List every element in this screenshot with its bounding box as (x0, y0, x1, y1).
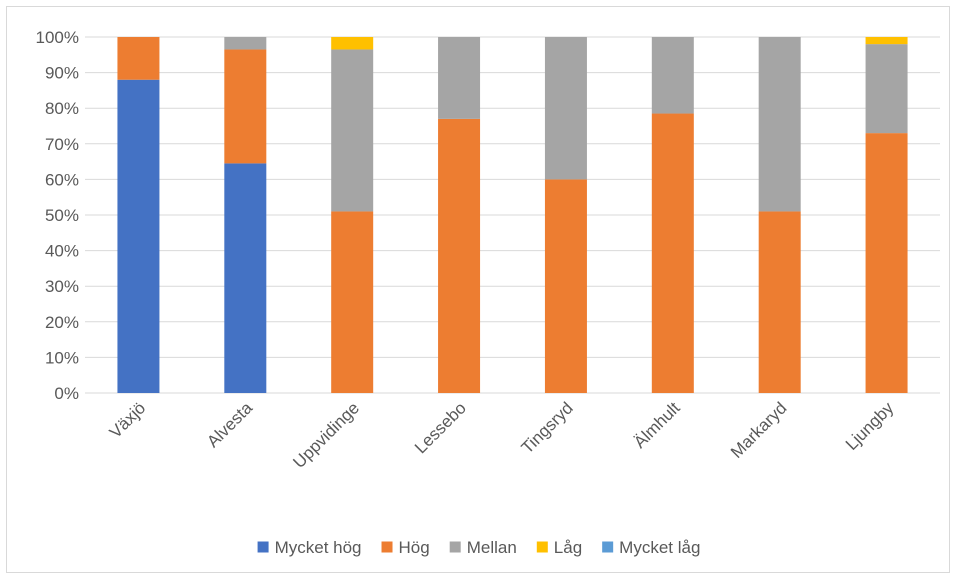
y-tick-label: 100% (36, 28, 79, 47)
x-tick-label: Lessebo (411, 398, 470, 457)
legend-label: Mycket hög (275, 538, 362, 557)
bars (117, 37, 908, 393)
bar-segment (544, 179, 587, 393)
y-tick-label: 50% (45, 206, 79, 225)
legend-swatch (449, 541, 461, 553)
legend-swatch (602, 541, 614, 553)
legend-label: Hög (399, 538, 430, 557)
bar-segment (224, 49, 267, 164)
bar-segment (758, 37, 801, 212)
legend: Mycket hög Hög Mellan Låg Mycket låg (257, 538, 700, 557)
stacked-percent-bar-chart: 0% 10% 20% 30% 40% 50% 60% 70% 80% 90% 100% Växjö A… (36, 28, 940, 557)
bar-segment (117, 79, 160, 393)
bar-segment (438, 37, 481, 119)
y-tick-label: 30% (45, 277, 79, 296)
legend-swatch (536, 541, 548, 553)
y-tick-label: 70% (45, 135, 79, 154)
bar-segment (224, 163, 267, 393)
legend-label: Mycket låg (619, 538, 700, 557)
legend-label: Låg (554, 538, 582, 557)
x-axis-tick-labels: Växjö Alvesta Uppvidinge Lessebo Tingsryd Älm… (106, 398, 898, 472)
y-tick-label: 80% (45, 99, 79, 118)
bar-segment (758, 211, 801, 393)
bar-segment (865, 133, 908, 393)
y-tick-label: 20% (45, 313, 79, 332)
x-tick-label: Alvesta (203, 398, 256, 451)
y-tick-label: 60% (45, 170, 79, 189)
x-tick-label: Tingsryd (518, 398, 577, 457)
x-tick-label: Älmhult (630, 398, 684, 452)
bar-segment (865, 44, 908, 134)
chart-frame: 0% 10% 20% 30% 40% 50% 60% 70% 80% 90% 100% Växjö A… (6, 6, 950, 573)
bar-segment (117, 37, 160, 80)
legend-swatch (381, 541, 393, 553)
bar-segment (331, 49, 374, 212)
bar-segment (331, 37, 374, 50)
y-tick-label: 90% (45, 64, 79, 83)
bar-segment (865, 37, 908, 45)
gridlines (85, 36, 940, 394)
y-tick-label: 0% (54, 384, 79, 403)
y-tick-label: 10% (45, 348, 79, 367)
x-tick-label: Markaryd (727, 398, 791, 462)
legend-label: Mellan (467, 538, 517, 557)
y-tick-label: 40% (45, 242, 79, 261)
y-axis-tick-labels: 0% 10% 20% 30% 40% 50% 60% 70% 80% 90% 100% (36, 28, 79, 403)
x-tick-label: Växjö (106, 398, 150, 442)
bar-segment (331, 211, 374, 393)
bar-segment (651, 113, 694, 393)
bar-segment (651, 37, 694, 114)
bar-segment (224, 37, 267, 50)
x-tick-label: Uppvidinge (289, 398, 363, 472)
bar-segment (544, 37, 587, 180)
bar-segment (438, 118, 481, 393)
legend-swatch (257, 541, 269, 553)
x-tick-label: Ljungby (842, 398, 898, 454)
